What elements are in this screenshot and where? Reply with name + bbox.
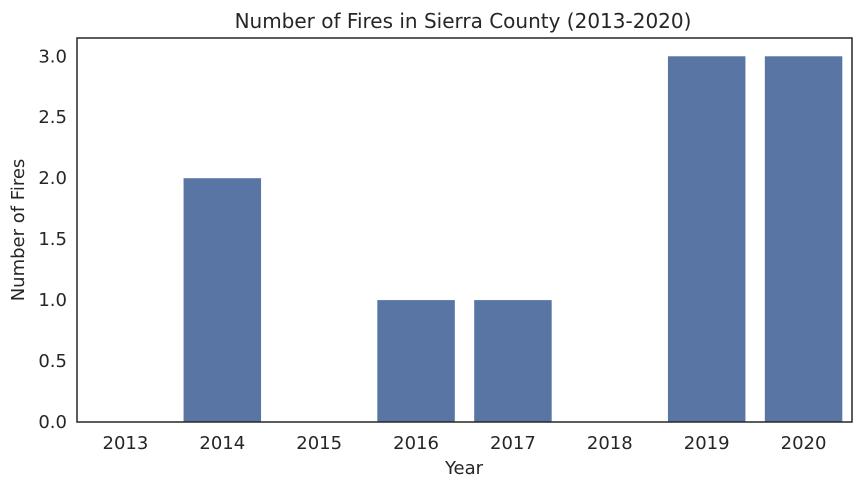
bar-2020 bbox=[764, 56, 843, 423]
x-tick-label: 2014 bbox=[199, 433, 245, 454]
y-tick-label: 0.0 bbox=[38, 412, 67, 433]
x-tick-label: 2020 bbox=[781, 433, 827, 454]
bars-group bbox=[183, 56, 843, 423]
y-tick-label: 3.0 bbox=[38, 46, 67, 67]
y-axis-label: Number of Fires bbox=[8, 159, 29, 302]
plot-frame bbox=[76, 37, 853, 423]
y-tick-label: 2.5 bbox=[38, 107, 67, 128]
y-tick-label: 1.0 bbox=[38, 290, 67, 311]
x-axis-ticks: 2013 2014 2015 2016 2017 2018 2019 2020 bbox=[103, 433, 827, 454]
y-tick-label: 0.5 bbox=[38, 351, 67, 372]
bar-2016 bbox=[377, 300, 455, 422]
x-tick-label: 2015 bbox=[296, 433, 342, 454]
bar-2019 bbox=[667, 56, 746, 423]
bar-2017 bbox=[474, 300, 552, 422]
y-tick-label: 1.5 bbox=[38, 229, 67, 250]
y-tick-label: 2.0 bbox=[38, 168, 67, 189]
x-tick-label: 2019 bbox=[684, 433, 730, 454]
y-axis-ticks: 0.0 0.5 1.0 1.5 2.0 2.5 3.0 bbox=[38, 46, 67, 433]
bar-2014 bbox=[183, 178, 262, 422]
x-tick-label: 2013 bbox=[103, 433, 149, 454]
x-axis-label: Year bbox=[444, 458, 484, 479]
chart-title: Number of Fires in Sierra County (2013-2… bbox=[235, 9, 692, 33]
x-tick-label: 2017 bbox=[490, 433, 536, 454]
x-tick-label: 2018 bbox=[587, 433, 633, 454]
x-tick-label: 2016 bbox=[393, 433, 439, 454]
